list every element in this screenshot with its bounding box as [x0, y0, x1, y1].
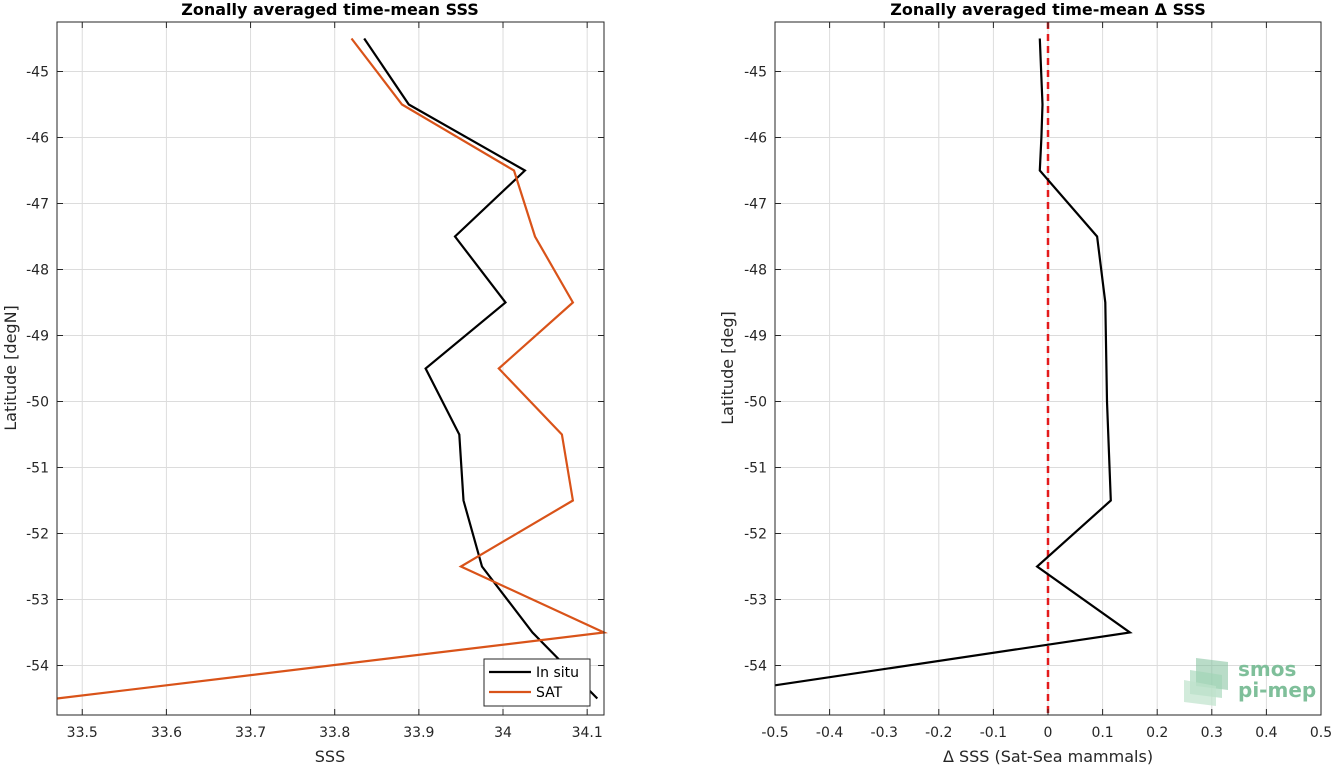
left-x-axis-label: SSS	[315, 747, 345, 765]
left-y-tick-label: -45	[26, 65, 49, 81]
logo-text-pi-mep: pi-mep	[1238, 678, 1316, 702]
right-y-tick-label: -51	[744, 461, 767, 477]
logo-mark-icon	[1184, 658, 1228, 706]
right-y-axis-label: Latitude [deg]	[718, 311, 737, 425]
left-x-tick-label: 33.7	[235, 725, 266, 741]
right-x-tick-label: -0.5	[761, 725, 788, 741]
left-plot-frame	[56, 21, 605, 716]
legend-label-in-situ: In situ	[536, 665, 579, 681]
legend-box	[483, 658, 591, 707]
right-x-tick-label: 0.4	[1255, 725, 1277, 741]
right-x-axis-label: Δ SSS (Sat-Sea mammals)	[943, 747, 1153, 765]
right-y-tick-label: -50	[744, 395, 767, 411]
right-y-tick-label: -47	[744, 197, 767, 213]
left-series-line-in-situ	[363, 37, 599, 700]
left-y-tick-label: -46	[26, 131, 49, 147]
right-x-tick-label: 0.1	[1091, 725, 1113, 741]
right-y-tick-label: -46	[744, 131, 767, 147]
left-grid	[57, 22, 604, 715]
left-x-tick-label: 34.1	[572, 725, 603, 741]
smos-pi-mep-logo: smos pi-mep	[1184, 657, 1316, 706]
right-x-tick-label: -0.4	[816, 725, 843, 741]
right-series-lines	[774, 22, 1133, 715]
right-x-tick-label: 0	[1044, 725, 1053, 741]
right-y-tick-label: -49	[744, 329, 767, 345]
right-series-line-series-1	[774, 38, 1133, 687]
right-panel: Zonally averaged time-mean Δ SSS -0.5 -0.…	[718, 0, 1332, 765]
right-y-tick-label: -48	[744, 263, 767, 279]
left-x-tick-label: 33.6	[151, 725, 182, 741]
left-x-tick-label: 33.9	[403, 725, 434, 741]
right-x-tick-label: 0.3	[1201, 725, 1223, 741]
left-y-tick-label: -47	[26, 197, 49, 213]
left-series-line-sat	[56, 37, 608, 700]
right-x-tick-label: -0.3	[871, 725, 898, 741]
right-y-tick-label: -53	[744, 593, 767, 609]
left-x-tick-label: 33.8	[319, 725, 350, 741]
right-y-tick-label: -54	[744, 659, 767, 675]
right-x-tick-label: 0.5	[1310, 725, 1332, 741]
left-x-tick-label: 34	[494, 725, 512, 741]
left-chart-title: Zonally averaged time-mean SSS	[181, 0, 479, 19]
left-x-tick-label: 33.5	[67, 725, 98, 741]
right-axis-ticks: -0.5 -0.4 -0.3 -0.2 -0.1 0 0.1 0.2 0.3 0.4 0.5 -45 -…	[744, 22, 1332, 741]
left-y-axis-label: Latitude [degN]	[1, 305, 20, 431]
left-y-tick-label: -52	[26, 527, 49, 543]
right-x-tick-label: -0.1	[980, 725, 1007, 741]
legend: In situ SAT	[483, 658, 591, 707]
right-x-tick-label: 0.2	[1146, 725, 1168, 741]
left-y-tick-label: -51	[26, 461, 49, 477]
right-x-tick-label: -0.2	[925, 725, 952, 741]
left-panel: Zonally averaged time-mean SSS 33.5 33.6 3…	[1, 0, 608, 765]
right-y-tick-label: -45	[744, 65, 767, 81]
left-y-tick-label: -54	[26, 659, 49, 675]
left-series-lines	[56, 37, 608, 700]
left-axis-ticks: 33.5 33.6 33.7 33.8 33.9 34 34.1 -45 -46 -47 -48 -4…	[26, 22, 604, 741]
left-y-tick-label: -53	[26, 593, 49, 609]
left-y-tick-label: -49	[26, 329, 49, 345]
right-y-tick-label: -52	[744, 527, 767, 543]
right-chart-title: Zonally averaged time-mean Δ SSS	[890, 0, 1206, 19]
logo-text-smos: smos	[1238, 657, 1296, 681]
left-y-tick-label: -50	[26, 395, 49, 411]
legend-label-sat: SAT	[536, 685, 563, 701]
left-y-tick-label: -48	[26, 263, 49, 279]
